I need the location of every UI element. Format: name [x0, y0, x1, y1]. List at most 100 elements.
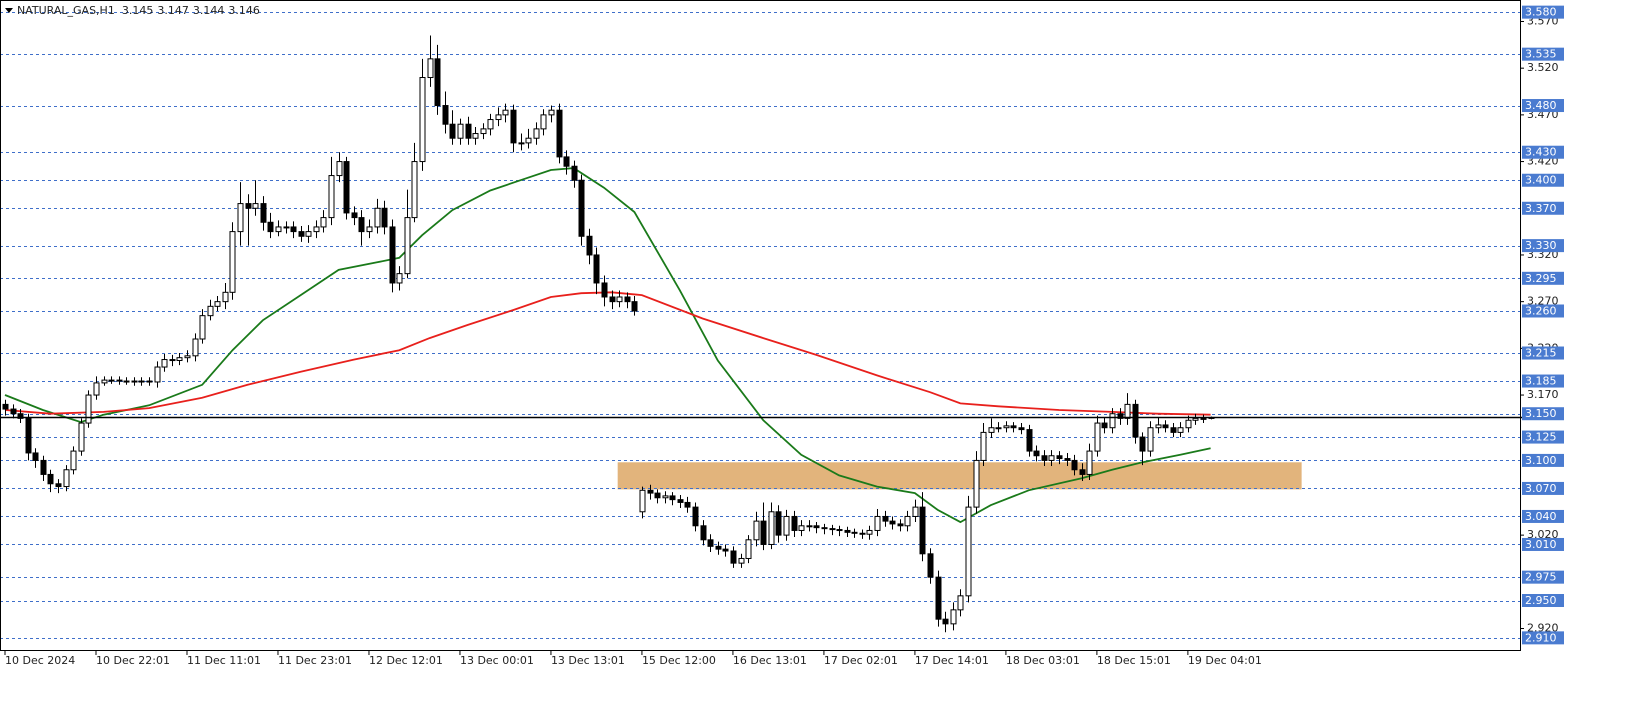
candle-body: [336, 161, 343, 177]
candle-body: [563, 156, 570, 167]
candle-body: [396, 273, 403, 284]
candle-body: [404, 217, 411, 275]
candle-body: [487, 119, 494, 130]
candle-body: [639, 489, 646, 513]
candle-body: [351, 212, 358, 219]
candle-body: [548, 109, 555, 116]
candle-body: [502, 109, 509, 116]
candle-body: [1086, 450, 1093, 475]
candle-body: [389, 226, 396, 284]
candle-body: [980, 431, 987, 461]
x-tick-label: 10 Dec 2024: [5, 654, 75, 667]
level-label-box: [1522, 173, 1564, 187]
y-tick-label: 3.520: [1527, 61, 1559, 74]
candle-body: [1041, 455, 1048, 461]
menu-triangle: [5, 8, 13, 13]
x-tick-label: 13 Dec 13:01: [551, 654, 625, 667]
candle-body: [1018, 427, 1025, 431]
level-label-box: [1522, 346, 1564, 360]
x-tick-label: 12 Dec 12:01: [369, 654, 443, 667]
candle-body: [1200, 417, 1207, 420]
candle-body: [192, 338, 199, 357]
candle-body: [1033, 450, 1040, 457]
candle-body: [647, 489, 654, 494]
candle-body: [1026, 429, 1033, 452]
candle-body: [93, 382, 100, 396]
moving-average: [4, 291, 1211, 416]
candle-body: [897, 523, 904, 527]
moving-average: [4, 167, 1211, 524]
candle-body: [154, 366, 161, 383]
candle-body: [146, 380, 153, 383]
candle-body: [859, 532, 866, 535]
candle-body: [1162, 424, 1169, 429]
candle-body: [47, 473, 54, 485]
y-tick-label: 3.170: [1527, 388, 1559, 401]
candle-body: [806, 525, 813, 528]
candle-body: [571, 165, 578, 181]
candle-body: [70, 450, 77, 471]
candle-body: [821, 527, 828, 530]
candle-body: [889, 520, 896, 525]
x-tick-label: 17 Dec 02:01: [824, 654, 898, 667]
open: 3.145: [122, 4, 154, 17]
candle-body: [184, 355, 191, 359]
candle-body: [745, 539, 752, 559]
level-label: 3.125: [1525, 431, 1557, 444]
candle-body: [78, 422, 85, 452]
candle-body: [358, 217, 365, 233]
x-tick-label: 11 Dec 11:01: [187, 654, 261, 667]
candle-body: [1071, 459, 1078, 471]
candle-body: [63, 469, 70, 488]
candle-body: [108, 379, 115, 382]
level-label-box: [1522, 453, 1564, 467]
candle-body: [449, 123, 456, 139]
candle-body: [1192, 417, 1199, 421]
candle-body: [252, 203, 259, 209]
candle-body: [55, 483, 62, 488]
level-label-box: [1522, 99, 1564, 113]
candle-body: [935, 576, 942, 620]
candle-body: [722, 548, 729, 552]
x-tick-label: 18 Dec 15:01: [1097, 654, 1171, 667]
candle-body: [791, 515, 798, 531]
close: 3.146: [228, 4, 260, 17]
candle-body: [836, 529, 843, 532]
candle-body: [260, 203, 267, 223]
candle-body: [882, 515, 889, 522]
candle-body: [419, 77, 426, 163]
y-tick-label: 3.270: [1527, 295, 1559, 308]
candle-body: [298, 231, 305, 237]
y-tick-label: 3.020: [1527, 528, 1559, 541]
x-tick-label: 15 Dec 12:00: [642, 654, 716, 667]
candle-body: [730, 550, 737, 564]
candle-body: [116, 379, 123, 382]
x-tick-label: 17 Dec 14:01: [915, 654, 989, 667]
candle-body: [919, 506, 926, 555]
level-label-box: [1522, 594, 1564, 608]
candle-body: [411, 161, 418, 219]
level-label-box: [1522, 145, 1564, 159]
candle-body: [927, 553, 934, 578]
candle-body: [1056, 455, 1063, 460]
level-label-box: [1522, 304, 1564, 318]
candle-body: [813, 525, 820, 529]
candle-body: [798, 525, 805, 531]
candle-body: [366, 226, 373, 233]
candle-body: [866, 529, 873, 535]
candle-body: [2, 403, 9, 410]
candle-body: [844, 529, 851, 533]
x-tick-label: 16 Dec 13:01: [733, 654, 807, 667]
x-tick-label: 10 Dec 22:01: [96, 654, 170, 667]
candle-body: [942, 618, 949, 625]
level-label: 3.100: [1525, 454, 1557, 467]
level-label-box: [1522, 271, 1564, 285]
candle-body: [677, 499, 684, 503]
candle-body: [912, 506, 919, 517]
candle-body: [1132, 403, 1139, 438]
candle-body: [851, 531, 858, 534]
x-tick-label: 13 Dec 00:01: [460, 654, 534, 667]
candle-body: [654, 492, 661, 499]
candle-body: [609, 296, 616, 303]
